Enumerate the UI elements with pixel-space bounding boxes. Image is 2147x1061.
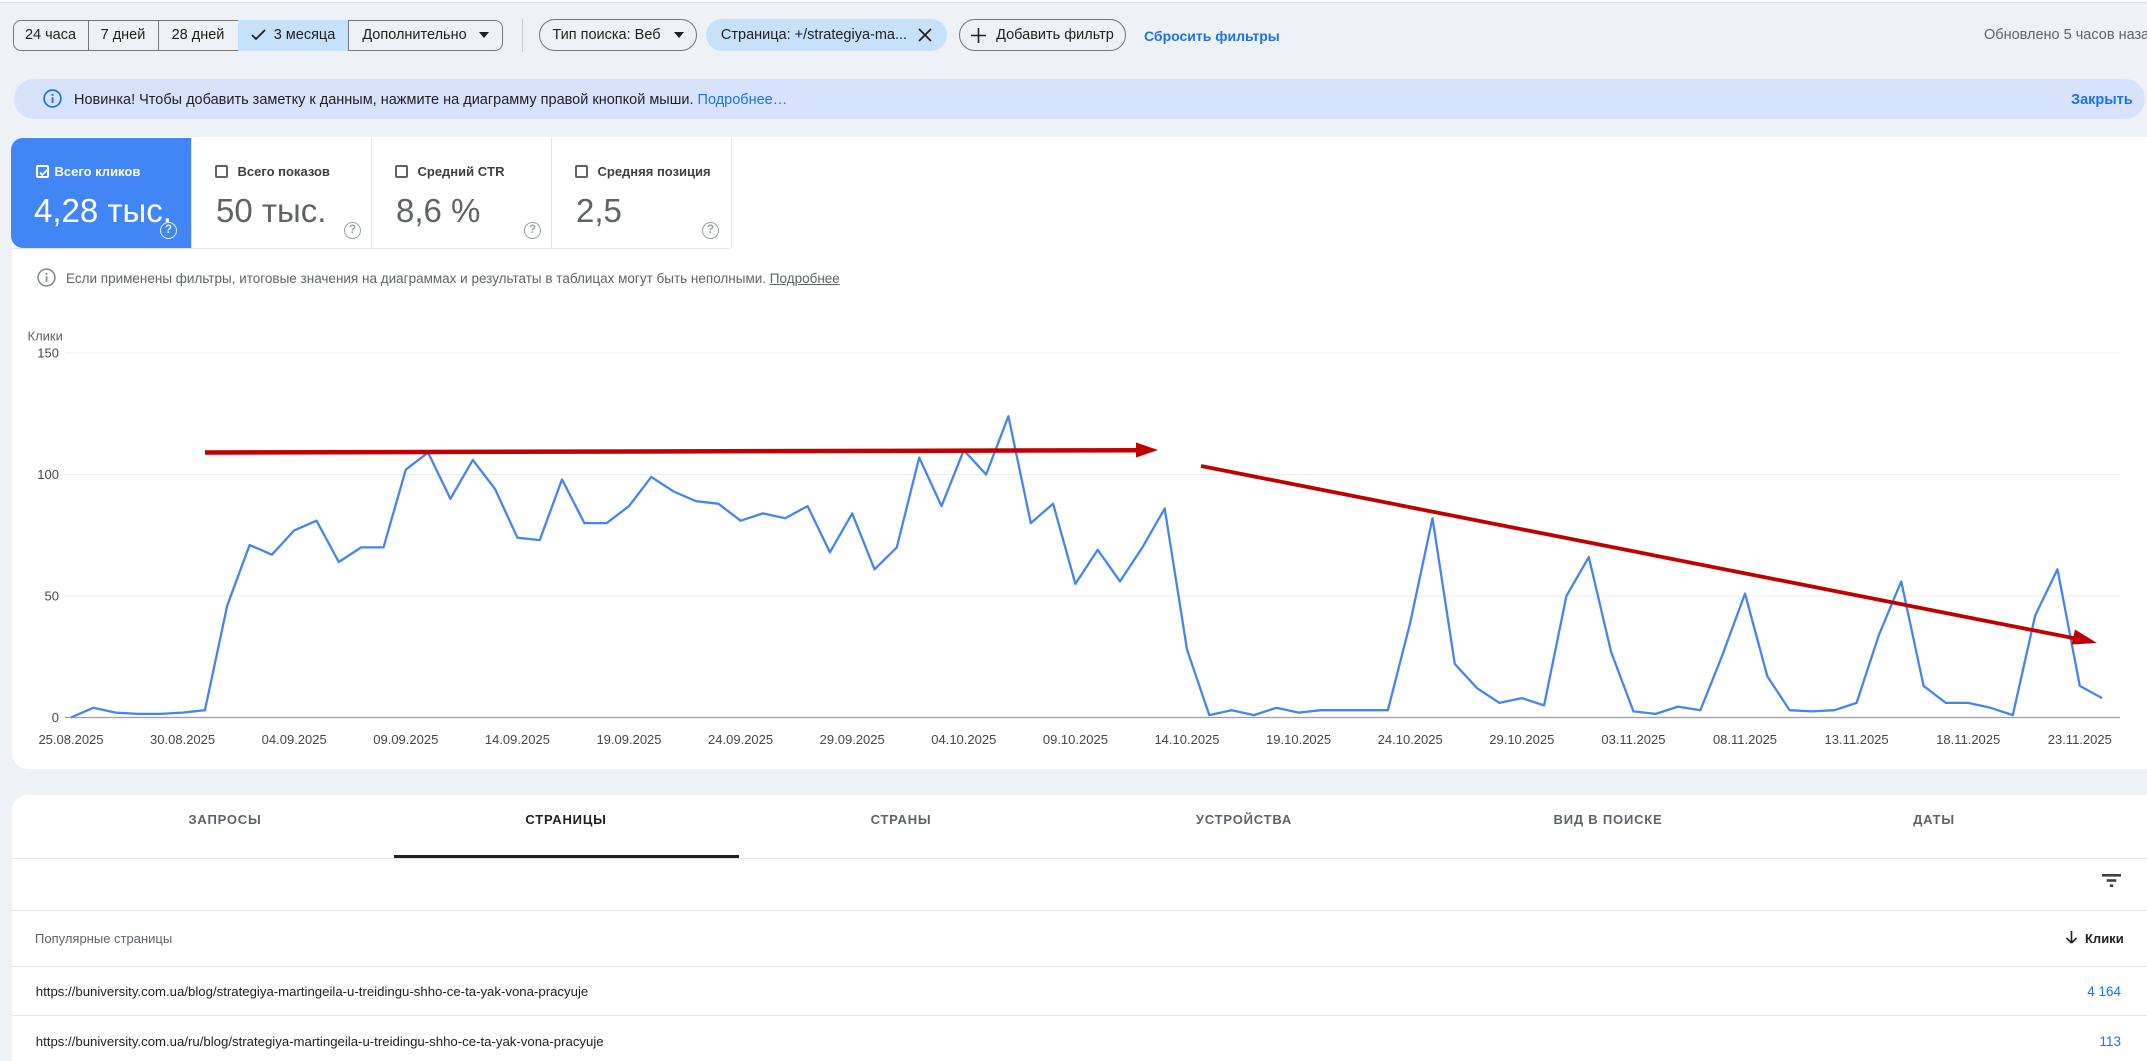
svg-text:09.10.2025: 09.10.2025 [1043, 732, 1108, 747]
svg-text:04.09.2025: 04.09.2025 [262, 732, 327, 747]
svg-text:24.09.2025: 24.09.2025 [708, 732, 773, 747]
svg-text:150: 150 [37, 346, 59, 361]
svg-text:13.11.2025: 13.11.2025 [1825, 732, 1889, 747]
svg-text:100: 100 [37, 467, 59, 482]
svg-text:24.10.2025: 24.10.2025 [1378, 732, 1443, 747]
svg-text:0: 0 [52, 710, 59, 725]
svg-text:03.11.2025: 03.11.2025 [1601, 732, 1665, 747]
svg-text:09.09.2025: 09.09.2025 [373, 732, 438, 747]
svg-text:Клики: Клики [28, 330, 63, 344]
svg-text:19.09.2025: 19.09.2025 [596, 732, 661, 747]
svg-text:14.10.2025: 14.10.2025 [1154, 732, 1219, 747]
svg-text:18.11.2025: 18.11.2025 [1936, 732, 2000, 747]
svg-text:14.09.2025: 14.09.2025 [485, 732, 550, 747]
svg-text:50: 50 [45, 589, 59, 604]
svg-text:19.10.2025: 19.10.2025 [1266, 732, 1331, 747]
svg-text:23.11.2025: 23.11.2025 [2048, 732, 2112, 747]
svg-text:29.09.2025: 29.09.2025 [820, 732, 885, 747]
svg-text:08.11.2025: 08.11.2025 [1713, 732, 1777, 747]
svg-text:04.10.2025: 04.10.2025 [931, 732, 996, 747]
svg-text:30.08.2025: 30.08.2025 [150, 732, 215, 747]
svg-text:29.10.2025: 29.10.2025 [1489, 732, 1554, 747]
svg-text:25.08.2025: 25.08.2025 [38, 732, 103, 747]
